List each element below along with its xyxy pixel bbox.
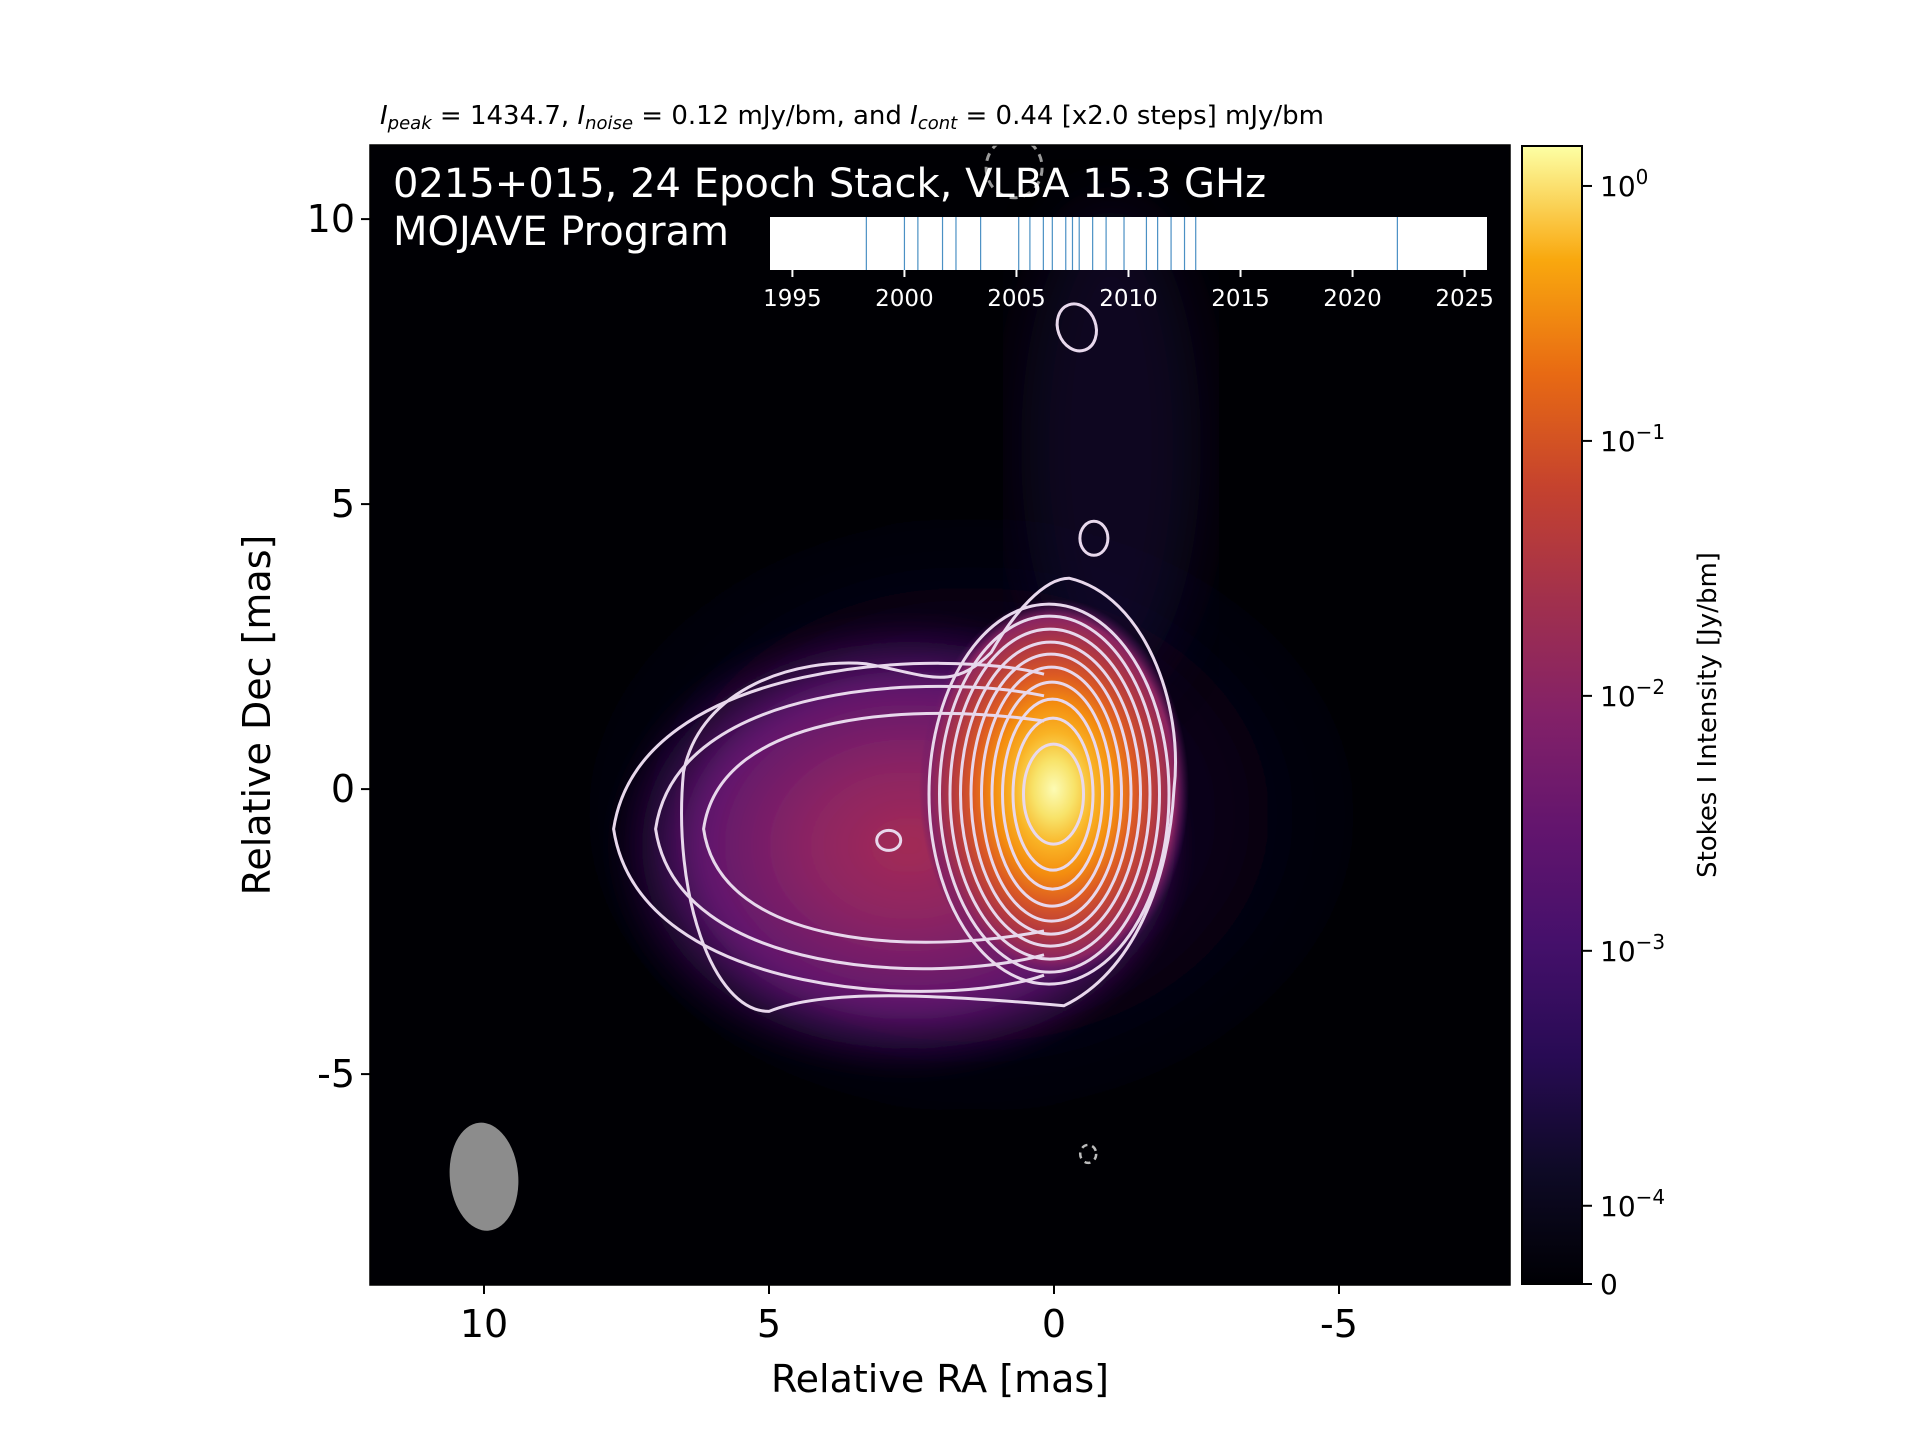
timeline-box — [770, 217, 1487, 270]
contour-jet-2 — [654, 684, 1045, 971]
x-tick-label: 10 — [460, 1302, 508, 1346]
diffuse-north — [1021, 207, 1201, 688]
cont-subscript: cont — [917, 113, 958, 134]
contour-core-6 — [980, 665, 1123, 923]
negative-contour-bottom — [1078, 1143, 1098, 1165]
contour-north-blob — [1055, 302, 1098, 353]
contour-mid-blob — [1078, 519, 1110, 557]
colorbar-tick-label: 0 — [1600, 1268, 1618, 1301]
colorbar-tick-label: 100 — [1600, 165, 1648, 203]
contour-jet-3 — [702, 711, 1045, 944]
x-tick-label: -5 — [1320, 1302, 1358, 1346]
timeline-tick-label: 2010 — [1099, 286, 1158, 312]
intensity-map — [369, 144, 1511, 1286]
contour-outer — [680, 576, 1177, 1013]
noise-value: = 0.12 mJy/bm, and — [633, 101, 911, 131]
timeline-tick-label: 2020 — [1323, 286, 1382, 312]
timeline-tick-label: 2000 — [875, 286, 934, 312]
contour-core-9 — [1011, 716, 1095, 872]
colorbar: 100 10−1 10−2 10−3 10−4 0 — [1521, 145, 1665, 1301]
negative-contour-top — [984, 145, 1044, 200]
program-label: MOJAVE Program — [393, 209, 729, 255]
contour-core-7 — [990, 680, 1114, 908]
source-title: 0215+015, 24 Epoch Stack, VLBA 15.3 GHz — [393, 161, 1266, 207]
timeline-tick-label: 2005 — [987, 286, 1046, 312]
contour-core-3 — [948, 627, 1152, 961]
colorbar-gradient — [1521, 145, 1583, 1285]
x-tick-label: 5 — [757, 1302, 781, 1346]
x-axis-label: Relative RA [mas] — [771, 1357, 1109, 1401]
peak-symbol: I — [380, 101, 388, 131]
timeline-tick-label: 2025 — [1435, 286, 1494, 312]
contour-core-10 — [1022, 742, 1085, 846]
colorbar-label: Stokes I Intensity [Jy/bm] — [1693, 552, 1723, 878]
contour-core-8 — [1001, 697, 1104, 891]
timeline-tick-label: 2015 — [1211, 286, 1270, 312]
peak-value: = 1434.7, — [431, 101, 578, 131]
contour-core-1 — [927, 602, 1171, 986]
colorbar-ticks: 100 10−1 10−2 10−3 10−4 0 — [1582, 165, 1665, 1301]
x-axis: 10 5 0 -5 — [460, 1285, 1358, 1346]
y-tick-label: 10 — [307, 197, 355, 241]
contour-layer — [612, 145, 1177, 1165]
y-tick-label: 5 — [331, 482, 355, 526]
y-axis: 10 5 0 -5 — [307, 197, 370, 1096]
map-frame — [369, 144, 1511, 1286]
colorbar-tick-label: 10−2 — [1600, 675, 1665, 713]
contour-core-4 — [959, 640, 1142, 948]
cont-symbol: I — [910, 101, 918, 131]
y-tick-label: 0 — [331, 767, 355, 811]
colorbar-tick-label: 10−4 — [1600, 1185, 1665, 1223]
colorbar-tick-label: 10−1 — [1600, 420, 1665, 458]
y-axis-label: Relative Dec [mas] — [235, 535, 279, 896]
beam-ellipse — [449, 1122, 519, 1231]
peak-subscript: peak — [387, 113, 432, 134]
colorbar-tick-label: 10−3 — [1600, 930, 1665, 968]
y-tick-label: -5 — [317, 1052, 355, 1096]
cont-value: = 0.44 [x2.0 steps] mJy/bm — [957, 101, 1324, 131]
contour-core-2 — [938, 614, 1161, 974]
contour-jet-1 — [612, 661, 1045, 993]
timeline-tick-label: 1995 — [763, 286, 822, 312]
contour-core-5 — [969, 652, 1133, 936]
noise-symbol: I — [577, 101, 586, 131]
contour-jet-knot — [875, 828, 903, 852]
x-tick-label: 0 — [1042, 1302, 1066, 1346]
epoch-timeline: 1995 2000 2005 2010 2015 2020 2025 — [763, 217, 1494, 312]
map-statistics-caption: Ipeak = 1434.7, Inoise = 0.12 mJy/bm, an… — [380, 101, 1324, 134]
noise-subscript: noise — [585, 113, 634, 134]
